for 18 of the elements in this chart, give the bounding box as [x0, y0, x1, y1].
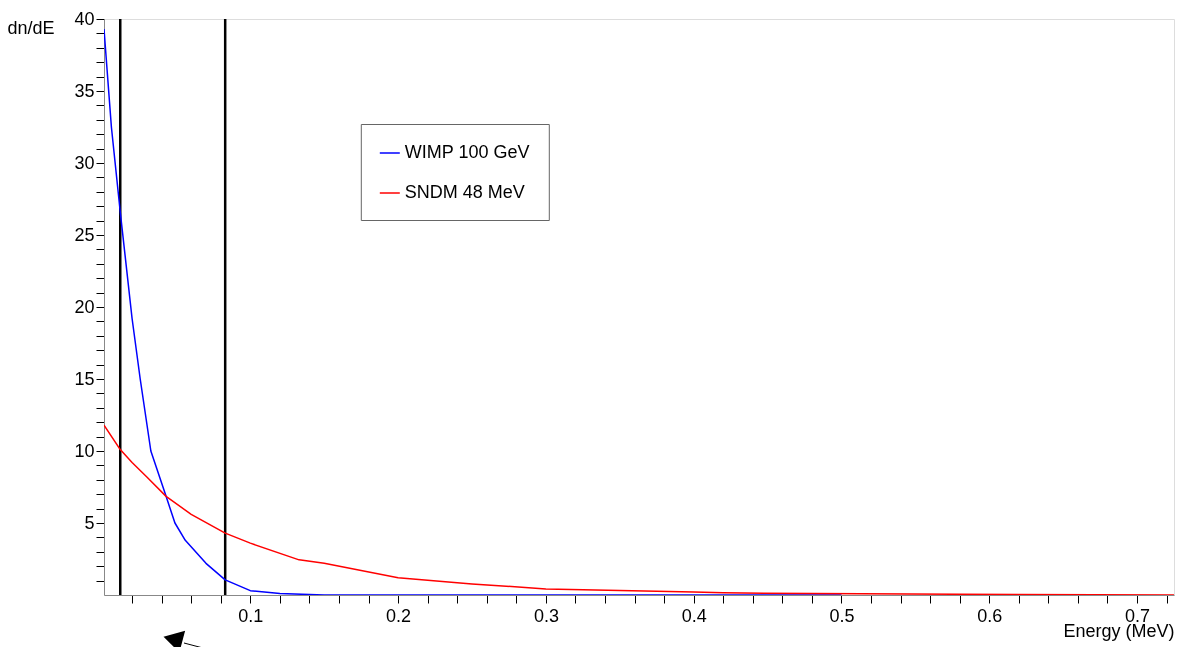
line-series	[104, 28, 843, 595]
x-tick-label: 0.1	[238, 605, 264, 626]
y-tick-label: 25	[74, 224, 95, 245]
x-tick-label: 0.2	[386, 605, 412, 626]
x-tick-label: 0.5	[829, 605, 855, 626]
y-tick-label: 20	[74, 296, 95, 317]
x-tick-label: 0.3	[533, 605, 559, 626]
y-tick-label: 15	[74, 368, 95, 389]
x-tick-label: 0.4	[681, 605, 707, 626]
legend-label: WIMP 100 GeV	[404, 142, 530, 162]
y-tick-label: 5	[84, 512, 95, 533]
y-tick-label: 10	[74, 440, 95, 461]
legend-label: SNDM 48 MeV	[404, 182, 525, 202]
y-tick-label: 35	[74, 80, 95, 101]
y-tick-label: 30	[74, 152, 95, 173]
y-tick-label: 40	[74, 8, 95, 29]
x-tick-label: 0.6	[977, 605, 1003, 626]
y-axis-title: dn/dE	[7, 17, 55, 38]
